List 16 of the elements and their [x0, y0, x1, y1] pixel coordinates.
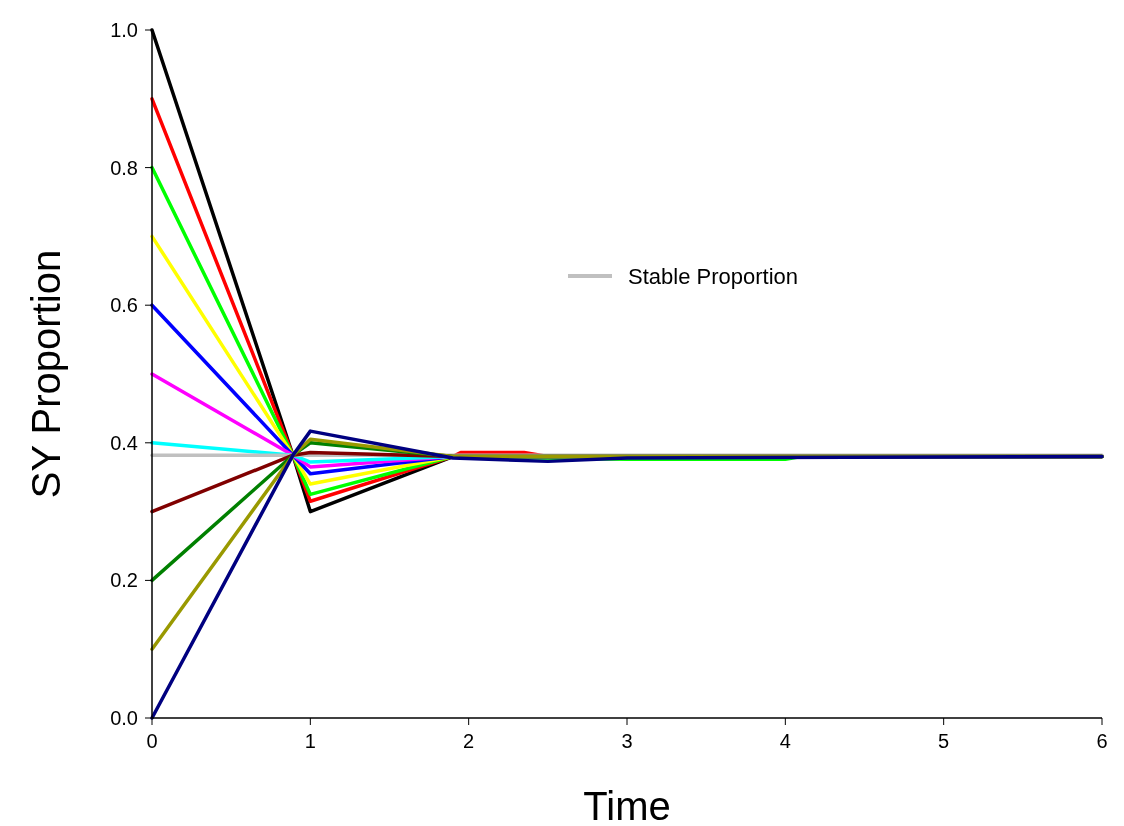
- x-tick-label: 5: [938, 730, 950, 752]
- x-tick-label: 2: [463, 730, 475, 752]
- y-tick-label: 1.0: [110, 19, 138, 41]
- y-tick-label: 0.8: [110, 156, 138, 179]
- x-axis-title: Time: [583, 784, 671, 826]
- x-tick-label: 6: [1096, 730, 1108, 752]
- legend-label: Stable Proportion: [628, 263, 798, 289]
- x-tick-label: 3: [621, 730, 633, 752]
- y-tick-label: 0.4: [110, 431, 138, 454]
- x-tick-label: 4: [779, 730, 791, 752]
- y-tick-label: 0.0: [110, 707, 138, 729]
- x-tick-label: 1: [304, 730, 316, 752]
- x-tick-label: 0: [146, 730, 158, 752]
- y-axis-title: SY Proportion: [24, 249, 68, 499]
- y-tick-label: 0.6: [110, 294, 138, 317]
- y-tick-label: 0.2: [110, 569, 138, 592]
